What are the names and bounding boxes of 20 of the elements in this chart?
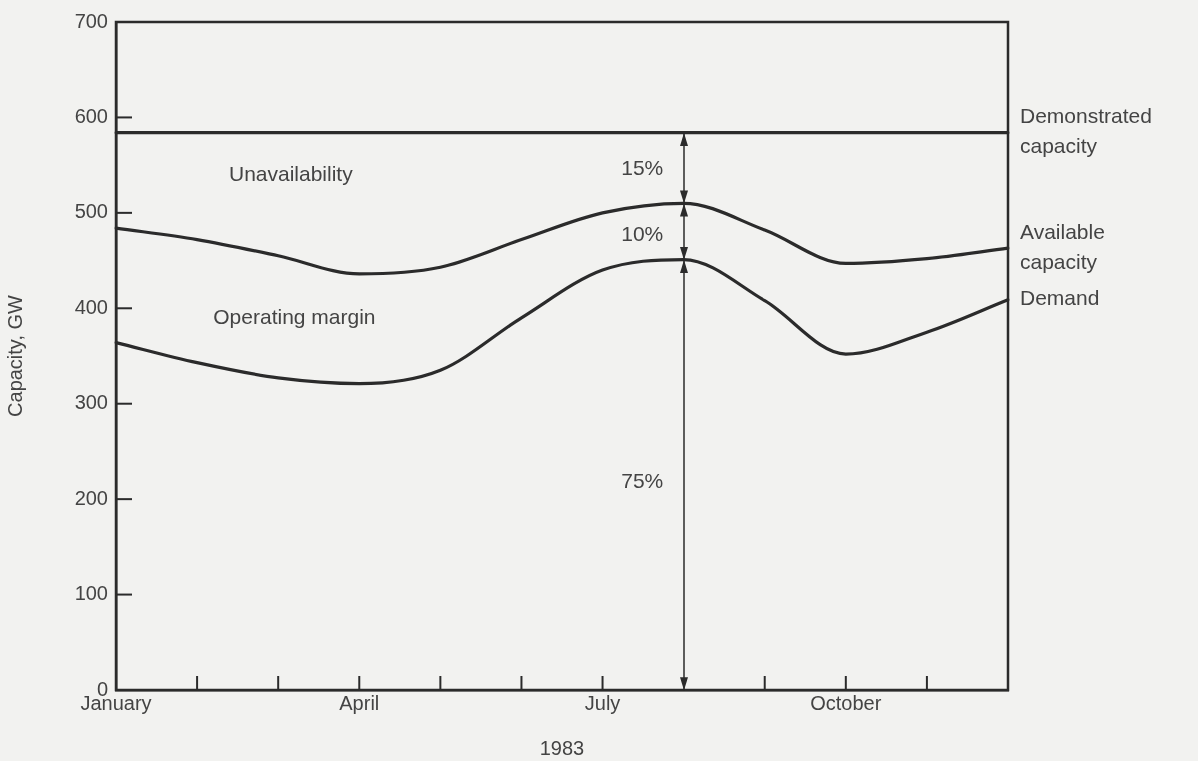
series-label: Demonstrated capacity xyxy=(1020,104,1152,158)
annotation: 75% xyxy=(621,469,664,493)
annotation: Unavailability xyxy=(228,162,354,186)
x-tick-label: July xyxy=(584,691,621,714)
series-label: Demand xyxy=(1020,286,1100,310)
y-tick-label: 700 xyxy=(74,9,108,32)
y-tick-label: 200 xyxy=(74,486,108,509)
annotation: 10% xyxy=(621,221,664,245)
y-axis-title: Capacity, GW xyxy=(3,294,26,417)
x-tick-label: April xyxy=(339,691,380,714)
x-tick-label: October xyxy=(810,691,882,714)
annotation: 15% xyxy=(621,156,664,180)
y-tick-label: 400 xyxy=(74,295,108,318)
annotation: Operating margin xyxy=(213,304,376,328)
y-tick-label: 600 xyxy=(74,104,108,127)
series-label: Available capacity xyxy=(1020,219,1105,273)
y-tick-label: 100 xyxy=(74,582,108,605)
x-axis-title: 1983 xyxy=(539,736,585,759)
y-tick-label: 500 xyxy=(74,200,108,223)
y-tick-label: 300 xyxy=(74,391,108,414)
